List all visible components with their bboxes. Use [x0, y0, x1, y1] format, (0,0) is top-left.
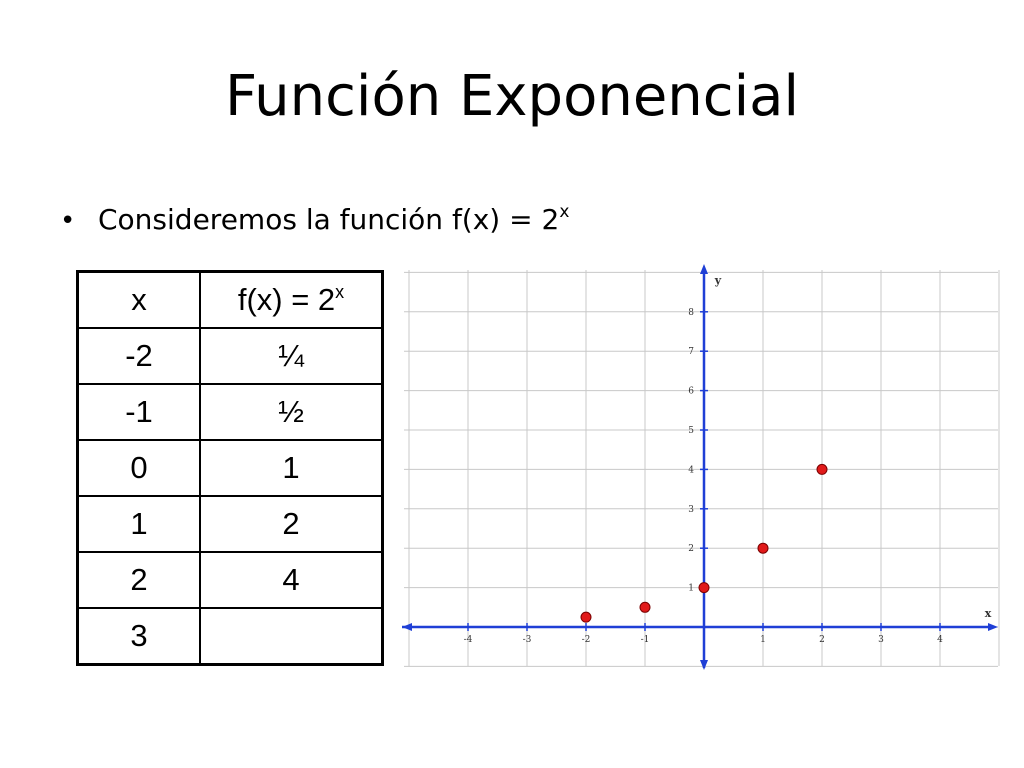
data-point — [639, 601, 651, 613]
x-axis-arrow-icon — [402, 623, 412, 631]
y-axis-label: y — [714, 274, 722, 287]
cell-fx: 2 — [199, 495, 384, 553]
header-fx-base: f(x) = 2 — [237, 282, 336, 317]
y-tick-label: 2 — [688, 544, 694, 554]
bullet-exponent: x — [559, 202, 570, 222]
cell-x: 2 — [76, 551, 201, 609]
x-axis-label: x — [985, 607, 992, 620]
y-tick-label: 8 — [688, 308, 694, 318]
x-tick-label: -1 — [641, 635, 650, 645]
cell-fx — [199, 607, 384, 666]
cell-fx: ¼ — [199, 327, 384, 385]
y-tick-label: 7 — [688, 347, 694, 357]
data-point — [757, 542, 769, 554]
header-fx-exponent: x — [335, 282, 345, 302]
x-tick-label: -3 — [523, 635, 532, 645]
y-axis-arrow-icon — [700, 660, 708, 670]
y-tick-label: 5 — [688, 426, 694, 436]
cell-fx: ½ — [199, 383, 384, 441]
exponential-plot: -4 -3 -2 -1 1 2 3 4 1 2 3 4 5 6 7 8 x y — [402, 264, 1000, 670]
cell-fx: 1 — [199, 439, 384, 497]
header-x: x — [76, 270, 201, 329]
cell-x: -1 — [76, 383, 201, 441]
data-point — [580, 611, 592, 623]
x-tick-label: 3 — [878, 635, 884, 645]
table-header-row: x f(x) = 2x — [76, 270, 384, 329]
data-point — [698, 582, 710, 594]
bullet-text: Consideremos la función f(x) = 2 — [98, 203, 560, 236]
y-axis-arrow-icon — [700, 264, 708, 274]
x-axis-arrow-icon — [988, 623, 998, 631]
y-tick-label: 4 — [688, 465, 694, 475]
cell-fx: 4 — [199, 551, 384, 609]
table-row: -2 ¼ — [76, 327, 384, 385]
data-point — [816, 463, 828, 475]
y-tick-label: 3 — [688, 505, 694, 515]
values-table: x f(x) = 2x -2 ¼ -1 ½ 0 1 1 2 2 4 3 — [76, 270, 384, 666]
bullet-dot-icon: • — [60, 206, 76, 236]
table-row: 3 — [76, 607, 384, 666]
y-tick-label: 1 — [688, 584, 694, 594]
bullet-item: • Consideremos la función f(x) = 2x — [60, 192, 569, 241]
x-tick-label: -2 — [582, 635, 591, 645]
header-fx: f(x) = 2x — [199, 270, 384, 329]
table-body: -2 ¼ -1 ½ 0 1 1 2 2 4 3 — [76, 327, 384, 666]
x-tick-label: -4 — [464, 635, 473, 645]
table-row: -1 ½ — [76, 383, 384, 441]
cell-x: 0 — [76, 439, 201, 497]
cell-x: -2 — [76, 327, 201, 385]
x-tick-label: 2 — [819, 635, 825, 645]
y-tick-label: 6 — [688, 387, 694, 397]
cell-x: 3 — [76, 607, 201, 666]
x-tick-label: 1 — [760, 635, 766, 645]
x-tick-label: 4 — [937, 635, 943, 645]
slide-title: Función Exponencial — [224, 64, 800, 129]
cell-x: 1 — [76, 495, 201, 553]
